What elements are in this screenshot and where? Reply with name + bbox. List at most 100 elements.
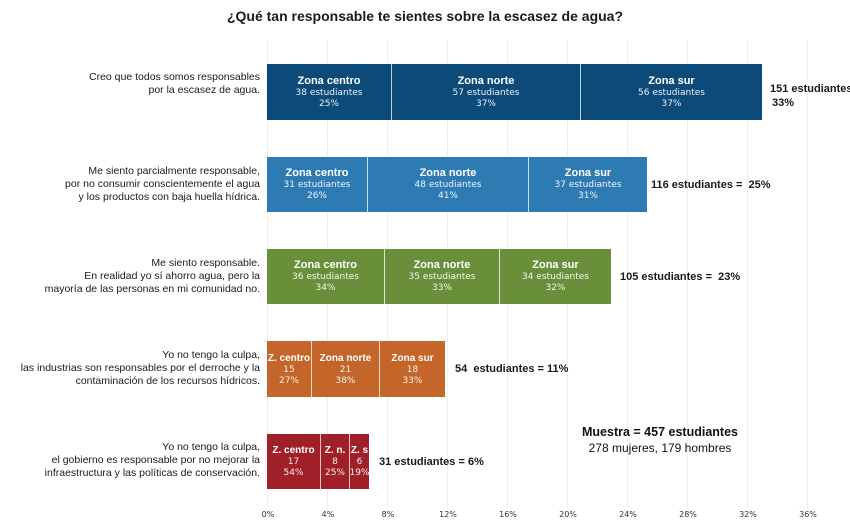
x-tick: 28% <box>679 510 697 519</box>
segment-zona-centro[interactable]: Z. centro 17 54% <box>267 434 321 489</box>
segment-zona-sur[interactable]: Z. s 6 19% <box>350 434 369 489</box>
segment-count: 37 estudiantes <box>554 180 622 190</box>
segment-zone: Zona centro <box>294 259 357 271</box>
segment-zone: Zona sur <box>564 167 612 179</box>
row-label-line: por la escasez de agua. <box>148 84 261 96</box>
row-label-line: Me siento responsable. <box>151 257 260 269</box>
x-tick: 16% <box>499 510 517 519</box>
bar-row-4: Z. centro 15 27% Zona norte 21 38% Zona … <box>267 341 445 397</box>
segment-zone: Z. centro <box>272 445 315 456</box>
bar-row-1: Zona centro 38 estudiantes 25% Zona nort… <box>267 64 762 120</box>
segment-percent: 37% <box>661 98 682 109</box>
row-label-line: contaminación de los recursos hídricos. <box>75 375 260 387</box>
segment-count: 31 estudiantes <box>283 180 351 190</box>
row-label-line: Me siento parcialmente responsable, <box>88 165 260 177</box>
segment-zona-norte[interactable]: Z. n. 8 25% <box>321 434 350 489</box>
bar-row-2: Zona centro 31 estudiantes 26% Zona nort… <box>267 157 647 212</box>
segment-zone: Z. centro <box>267 352 311 364</box>
segment-zone: Zona centro <box>297 74 361 87</box>
row-label: Yo no tengo la culpa, el gobierno es res… <box>45 441 260 480</box>
chart-title: ¿Qué tan responsable te sientes sobre la… <box>226 8 624 24</box>
segment-zone: Zona sur <box>648 74 695 87</box>
segment-zona-norte[interactable]: Zona norte 35 estudiantes 33% <box>385 249 500 304</box>
segment-percent: 25% <box>318 98 339 109</box>
segment-count: 36 estudiantes <box>292 272 359 282</box>
x-tick: 36% <box>799 510 817 519</box>
segment-count: 57 estudiantes <box>452 87 520 98</box>
segment-zone: Zona sur <box>532 259 579 271</box>
x-tick: 0% <box>261 510 275 519</box>
segment-percent: 31% <box>577 191 598 201</box>
segment-count: 6 <box>356 457 363 467</box>
row-total: 54 estudiantes = 11% <box>455 363 569 375</box>
row-label-line: Yo no tengo la culpa, <box>162 349 260 361</box>
segment-percent: 25% <box>324 468 345 478</box>
segment-percent: 54% <box>283 468 304 478</box>
x-tick: 24% <box>619 510 637 519</box>
segment-zona-norte[interactable]: Zona norte 21 38% <box>312 341 380 397</box>
segment-zona-sur[interactable]: Zona sur 37 estudiantes 31% <box>529 157 647 212</box>
segment-percent: 27% <box>278 375 299 386</box>
segment-count: 38 estudiantes <box>295 87 363 98</box>
segment-count: 21 <box>339 364 352 375</box>
x-tick: 12% <box>439 510 457 519</box>
segment-percent: 19% <box>350 468 369 478</box>
gridline <box>627 40 628 508</box>
segment-count: 56 estudiantes <box>638 87 705 98</box>
segment-percent: 32% <box>545 283 566 293</box>
row-label-line: las industrias son responsables por el d… <box>20 362 260 374</box>
x-tick: 32% <box>739 510 757 519</box>
row-label-line: por no consumir conscientemente el agua <box>65 178 260 190</box>
segment-percent: 33% <box>431 283 452 293</box>
gridline <box>807 40 808 508</box>
segment-zona-centro[interactable]: Zona centro 38 estudiantes 25% <box>267 64 392 120</box>
segment-zona-centro[interactable]: Z. centro 15 27% <box>267 341 312 397</box>
segment-zone: Z. s <box>350 445 369 456</box>
row-label: Me siento parcialmente responsable, por … <box>65 165 260 204</box>
bar-row-5: Z. centro 17 54% Z. n. 8 25% Z. s 6 19% <box>267 434 369 489</box>
total-percent: 33% <box>772 97 795 109</box>
x-tick: 20% <box>559 510 577 519</box>
total-students: 151 estudiantes <box>770 83 850 95</box>
segment-count: 8 <box>332 457 338 467</box>
segment-zone: Zona centro <box>285 167 349 179</box>
row-total: 31 estudiantes = 6% <box>379 456 484 468</box>
row-label-line: infraestructura y las políticas de conse… <box>44 467 260 479</box>
segment-zona-norte[interactable]: Zona norte 57 estudiantes 37% <box>392 64 581 120</box>
segment-percent: 37% <box>475 98 496 109</box>
row-total: 116 estudiantes = 25% <box>651 179 771 191</box>
row-label-line: En realidad yo sí ahorro agua, pero la <box>84 270 260 282</box>
segment-zona-norte[interactable]: Zona norte 48 estudiantes 41% <box>368 157 529 212</box>
row-label-line: y los productos con baja huella hídrica. <box>78 191 260 203</box>
segment-count: 15 <box>283 364 295 375</box>
segment-zona-sur[interactable]: Zona sur 34 estudiantes 32% <box>500 249 611 304</box>
segment-zone: Z. n. <box>324 445 346 456</box>
segment-count: 35 estudiantes <box>408 272 476 282</box>
segment-zona-centro[interactable]: Zona centro 31 estudiantes 26% <box>267 157 368 212</box>
segment-zone: Zona sur <box>391 352 434 364</box>
segment-zone: Zona norte <box>419 167 477 179</box>
bar-row-3: Zona centro 36 estudiantes 34% Zona nort… <box>267 249 611 304</box>
sample-annotation: Muestra = 457 estudiantes 278 mujeres, 1… <box>570 424 750 456</box>
row-label-line: Creo que todos somos responsables <box>88 71 260 83</box>
segment-zona-centro[interactable]: Zona centro 36 estudiantes 34% <box>267 249 385 304</box>
segment-zone: Zona norte <box>319 352 372 364</box>
row-label: Yo no tengo la culpa, las industrias son… <box>21 349 260 388</box>
row-label-line: Yo no tengo la culpa, <box>162 441 260 453</box>
segment-zona-sur[interactable]: Zona sur 56 estudiantes 37% <box>581 64 762 120</box>
segment-count: 48 estudiantes <box>414 180 482 190</box>
row-label-line: el gobierno es responsable por no mejora… <box>51 454 260 466</box>
row-label: Me siento responsable. En realidad yo sí… <box>45 257 260 296</box>
gridline <box>747 40 748 508</box>
segment-count: 17 <box>287 457 300 467</box>
segment-count: 18 <box>406 364 419 375</box>
segment-count: 34 estudiantes <box>522 272 589 282</box>
segment-percent: 33% <box>402 375 423 386</box>
row-total: 151 estudiantes 33% <box>770 82 850 110</box>
gridline <box>687 40 688 508</box>
segment-percent: 38% <box>335 375 356 386</box>
segment-percent: 34% <box>315 283 336 293</box>
segment-zona-sur[interactable]: Zona sur 18 33% <box>380 341 445 397</box>
segment-percent: 26% <box>306 191 327 201</box>
x-tick: 4% <box>321 510 335 519</box>
